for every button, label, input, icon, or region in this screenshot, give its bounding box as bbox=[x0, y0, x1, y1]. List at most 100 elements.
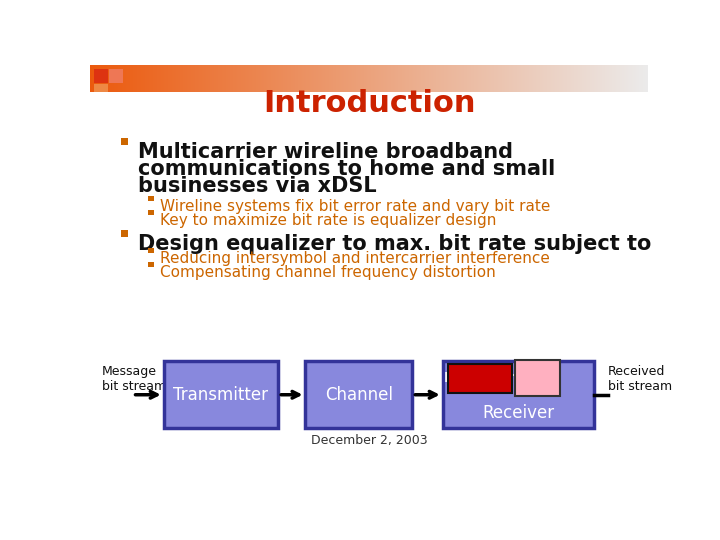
Bar bbox=[576, 65, 577, 92]
Bar bbox=[150, 65, 151, 92]
Bar bbox=[448, 65, 449, 92]
Bar bbox=[99, 65, 100, 92]
Bar bbox=[478, 65, 479, 92]
Text: Introduction: Introduction bbox=[263, 89, 475, 118]
Bar bbox=[437, 65, 438, 92]
Bar bbox=[275, 65, 276, 92]
Bar bbox=[361, 65, 362, 92]
Bar bbox=[362, 65, 363, 92]
Bar bbox=[224, 65, 225, 92]
Bar bbox=[186, 65, 187, 92]
Bar bbox=[578, 65, 579, 92]
Bar bbox=[211, 65, 212, 92]
Bar bbox=[122, 65, 123, 92]
Bar bbox=[180, 65, 181, 92]
Bar bbox=[137, 65, 138, 92]
Bar bbox=[415, 65, 416, 92]
Bar bbox=[149, 65, 150, 92]
Bar bbox=[181, 65, 182, 92]
Bar bbox=[223, 65, 224, 92]
Bar bbox=[318, 65, 319, 92]
Bar bbox=[443, 65, 444, 92]
Bar bbox=[238, 65, 239, 92]
Bar bbox=[280, 65, 281, 92]
Bar bbox=[505, 65, 506, 92]
Bar bbox=[100, 65, 101, 92]
Bar bbox=[384, 65, 385, 92]
Bar bbox=[381, 65, 382, 92]
Bar bbox=[354, 65, 355, 92]
Bar bbox=[397, 65, 398, 92]
Bar bbox=[306, 65, 307, 92]
Bar bbox=[245, 65, 246, 92]
Bar bbox=[533, 65, 534, 92]
Bar bbox=[148, 210, 153, 215]
Bar bbox=[624, 65, 625, 92]
Bar bbox=[314, 65, 315, 92]
Bar bbox=[443, 361, 594, 428]
Bar bbox=[229, 65, 230, 92]
Bar bbox=[573, 65, 574, 92]
Bar bbox=[279, 65, 280, 92]
Bar bbox=[628, 65, 629, 92]
Bar bbox=[125, 65, 126, 92]
Bar bbox=[449, 65, 451, 92]
Bar bbox=[588, 65, 589, 92]
Bar bbox=[282, 65, 283, 92]
Bar bbox=[382, 65, 383, 92]
Bar bbox=[610, 65, 611, 92]
Bar bbox=[101, 65, 102, 92]
Bar bbox=[377, 65, 378, 92]
Bar bbox=[391, 65, 392, 92]
Bar bbox=[185, 65, 186, 92]
Bar bbox=[334, 65, 335, 92]
Bar bbox=[304, 65, 305, 92]
Bar bbox=[605, 65, 606, 92]
Bar bbox=[457, 65, 458, 92]
Bar bbox=[585, 65, 586, 92]
Bar bbox=[230, 65, 231, 92]
Bar bbox=[201, 65, 202, 92]
Bar bbox=[465, 65, 466, 92]
Bar bbox=[351, 65, 352, 92]
Bar bbox=[158, 65, 159, 92]
Bar bbox=[481, 65, 482, 92]
Bar bbox=[184, 65, 185, 92]
Text: Transmitter: Transmitter bbox=[174, 386, 269, 404]
Bar bbox=[599, 65, 600, 92]
Bar bbox=[163, 65, 164, 92]
Bar bbox=[341, 65, 342, 92]
Bar bbox=[414, 65, 415, 92]
Bar bbox=[374, 65, 375, 92]
Bar bbox=[549, 65, 550, 92]
Bar bbox=[177, 65, 178, 92]
Bar bbox=[410, 65, 411, 92]
Bar bbox=[183, 65, 184, 92]
Bar bbox=[323, 65, 324, 92]
Bar bbox=[263, 65, 264, 92]
Bar bbox=[541, 65, 542, 92]
Bar bbox=[593, 65, 594, 92]
Bar bbox=[358, 65, 359, 92]
Bar bbox=[336, 65, 337, 92]
Bar bbox=[366, 65, 367, 92]
Bar bbox=[324, 65, 325, 92]
Bar bbox=[176, 65, 177, 92]
Bar bbox=[153, 65, 154, 92]
Bar bbox=[151, 65, 152, 92]
Text: Equalizer: Equalizer bbox=[444, 372, 516, 386]
Bar bbox=[340, 65, 341, 92]
Bar bbox=[584, 65, 585, 92]
Bar bbox=[258, 65, 259, 92]
Bar bbox=[173, 65, 174, 92]
Bar bbox=[402, 65, 403, 92]
Bar bbox=[538, 65, 539, 92]
Bar bbox=[641, 65, 642, 92]
Bar bbox=[542, 65, 543, 92]
Bar bbox=[515, 65, 516, 92]
Bar bbox=[473, 65, 474, 92]
Bar bbox=[408, 65, 409, 92]
Bar bbox=[645, 65, 646, 92]
Bar bbox=[119, 65, 120, 92]
Bar bbox=[203, 65, 204, 92]
